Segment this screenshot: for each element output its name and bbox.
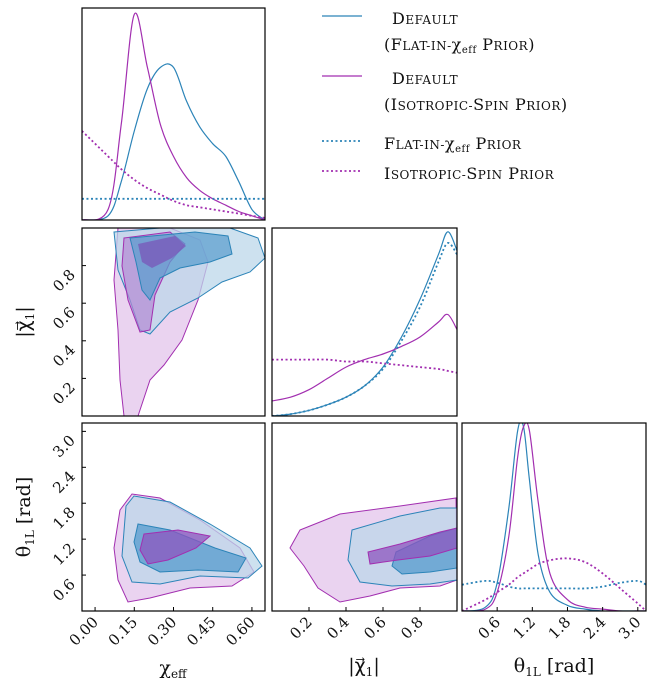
marginal-series-4 [82,130,265,219]
x-tick-label: 0.00 [66,613,102,649]
panel-frames [81,7,647,612]
panel-chieff-marginal [82,12,265,220]
legend: DEFAULT (FLAT-IN-χeff PRIOR) DEFAULT (IS… [322,9,568,183]
x-tick-label: 0.2 [286,613,316,643]
y-tick-label: 2.4 [49,467,79,497]
marginal-series-1 [82,63,265,220]
xlabel-theta: θ1L [rad] [514,655,595,679]
y-tick-label: 0.2 [49,379,79,409]
y-tick-label: 0.6 [49,303,79,333]
purple-contour-50 [367,527,457,565]
legend-label-default-flat-2: (FLAT-IN-χeff PRIOR) [384,35,535,56]
x-tick-label: 0.60 [222,613,258,649]
x-tick-label: 0.6 [360,613,390,643]
y-tick-label: 0.4 [49,341,79,371]
x-tick-label: 2.4 [580,613,610,643]
x-tick-label: 3.0 [615,613,645,643]
xlabel-chi1: |χ⃗1| [348,655,379,679]
panel-theta-marginal [462,423,646,611]
ylabel-chi1: |χ⃗1| [13,306,37,337]
legend-label-default-flat-1: DEFAULT [392,9,458,28]
purple-contour-50 [139,529,212,565]
y-tick-label: 0.6 [49,575,79,605]
marginal-series-3 [462,579,646,590]
x-tick-label: 0.6 [474,613,504,643]
ylabel-theta: θ1L [rad] [13,477,37,558]
panel-theta-vs-chieff [113,493,263,603]
x-tick-label: 1.2 [510,613,540,643]
panel-theta-vs-chi1 [289,497,457,603]
panel-chi1-marginal [272,231,457,416]
y-tick-label: 1.8 [49,503,79,533]
legend-label-default-iso-1: DEFAULT [392,69,458,88]
legend-label-default-iso-2: (ISOTROPIC-SPIN PRIOR) [384,95,568,114]
y-tick-label: 0.8 [49,266,79,296]
marginal-series-2 [82,12,265,220]
legend-label-iso-prior: ISOTROPIC-SPIN PRIOR [384,164,555,183]
xlabel-chieff: χeff [159,657,188,681]
x-tick-label: 0.4 [323,613,353,643]
x-tick-label: 0.30 [144,613,180,649]
legend-label-flat-prior: FLAT-IN-χeff PRIOR [384,134,522,155]
x-tick-label: 1.8 [545,613,575,643]
x-tick-label: 0.45 [183,613,219,649]
marginal-series-4 [272,358,457,374]
x-tick-label: 0.8 [397,613,427,643]
marginal-series-2 [272,313,457,402]
y-tick-label: 1.2 [49,539,79,569]
y-tick-label: 3.0 [49,432,79,462]
x-tick-label: 0.15 [105,613,141,649]
overlap-core [138,236,186,268]
marginal-series-1 [272,231,457,416]
panel-chi1-vs-chieff [113,228,265,416]
marginal-series-1 [462,423,646,611]
